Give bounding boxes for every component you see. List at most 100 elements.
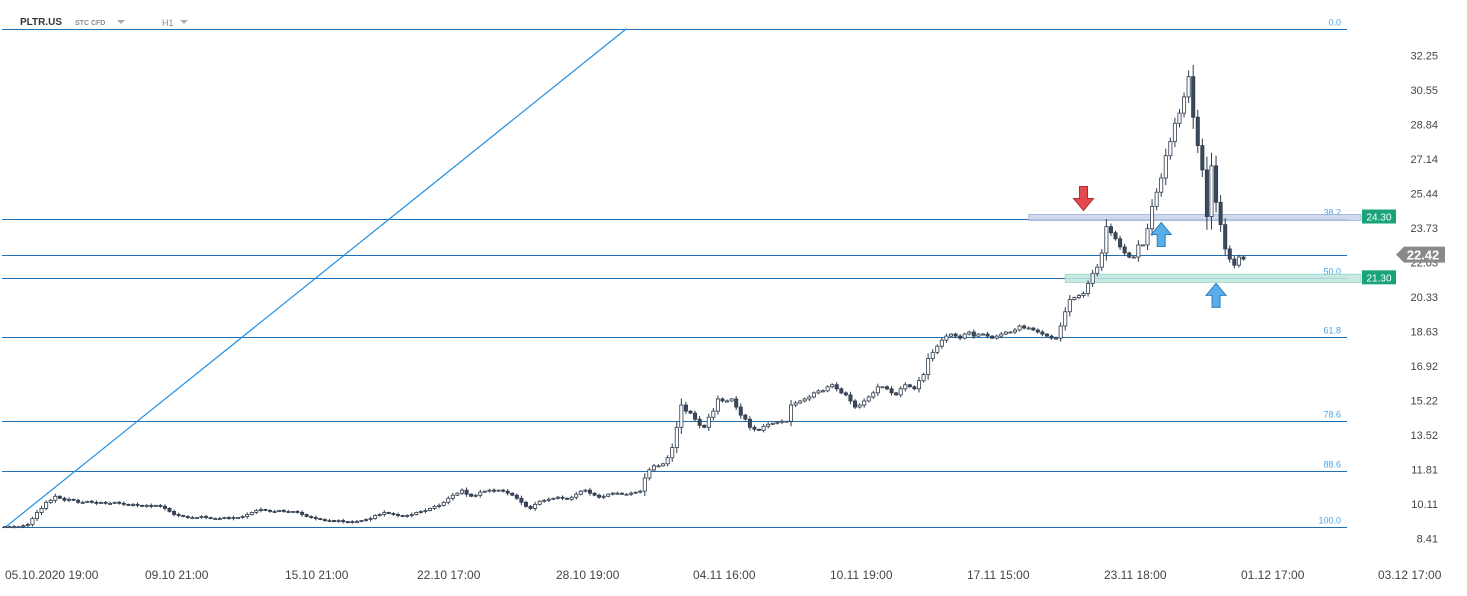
candle [464,487,469,497]
candle [1150,199,1155,236]
candle-body [770,422,775,425]
candle-body [848,394,853,402]
candle-body [903,384,908,390]
candle-body [1067,299,1072,313]
timeframe-label[interactable]: H1 [162,18,174,28]
candle-body [510,492,515,496]
candle-body [994,335,999,339]
candle-body [1227,248,1232,260]
instrument-type-dropdown-icon[interactable] [117,20,125,24]
candle-body [263,509,268,511]
candle-body [683,404,688,412]
candle-body [162,505,167,509]
candle [674,421,679,454]
candle-body [94,501,99,504]
candle [158,504,163,508]
trend-line [4,28,627,528]
candle [491,488,496,494]
candle-body [1104,226,1109,254]
fibonacci-levels: 0.0 38.2 50.0 61.8 78.6 88.6 100.0 [2,18,1347,528]
candle-body [761,425,766,431]
candle [994,334,999,340]
candle [240,515,245,519]
candle-body [693,412,698,420]
candle [770,422,775,425]
candle [53,493,58,503]
candle-body [1127,252,1132,258]
fib-level-label: 61.8 [1323,326,1341,336]
instrument-type-label[interactable]: STC CFD [75,20,106,27]
candle [683,401,688,415]
candle-body [290,511,295,513]
candle [834,382,839,392]
candle [98,501,103,504]
candle [738,403,743,419]
timeframe-dropdown-icon[interactable] [180,20,188,24]
candle [295,510,300,514]
candle-body [85,500,90,503]
candle-body [1017,325,1022,331]
candle [130,503,135,507]
symbol-label: PLTR.US [20,17,63,28]
candle-body [48,499,53,503]
candle [629,491,634,497]
candle-body [98,501,103,504]
candle [1227,245,1232,263]
candle-body [679,404,684,428]
candle [930,349,935,362]
candle-body [1186,76,1191,98]
candle [1058,322,1063,342]
level-tag-box [1362,209,1396,224]
candle [853,399,858,409]
candle [364,518,369,522]
candle [459,488,464,495]
candle-body [1099,252,1104,268]
candle-body [364,519,369,521]
candle-body [565,497,570,500]
candle-body [1204,169,1209,217]
candle-body [1200,145,1205,171]
candle-body [551,497,556,500]
y-tick-label: 23.73 [1410,223,1438,235]
x-tick-label: 10.11 19:00 [830,568,893,582]
candle-body [277,510,282,512]
candle-body [153,504,158,507]
candle [1026,326,1031,330]
candle [437,503,442,509]
candle-body [542,499,547,502]
candle [194,517,199,519]
candle-body [560,496,565,499]
candle-body [711,410,716,418]
candle-body [656,465,661,468]
candle [533,501,538,512]
candle-body [245,514,250,517]
candle [1090,269,1095,287]
candle [172,509,177,517]
candle [839,387,844,395]
candle [1204,156,1209,230]
fib-level-label: 50.0 [1323,267,1341,277]
candle-body [491,489,496,492]
candle [789,399,794,427]
candle [222,516,227,520]
candle-body [309,516,314,518]
candle-body [391,513,396,515]
candle-body [935,345,940,353]
candle [1195,109,1200,154]
y-tick-label: 10.11 [1411,499,1438,511]
candle-body [953,333,958,337]
candle [217,516,222,521]
candle-body [505,490,510,494]
candle-body [857,404,862,408]
candle-body [181,515,186,517]
candle-body [546,498,551,501]
candle [601,494,606,500]
candle-body [798,400,803,404]
candle [1140,244,1145,247]
candle [793,400,798,408]
candle [907,383,912,388]
candle [592,492,597,497]
candle [1072,296,1077,301]
